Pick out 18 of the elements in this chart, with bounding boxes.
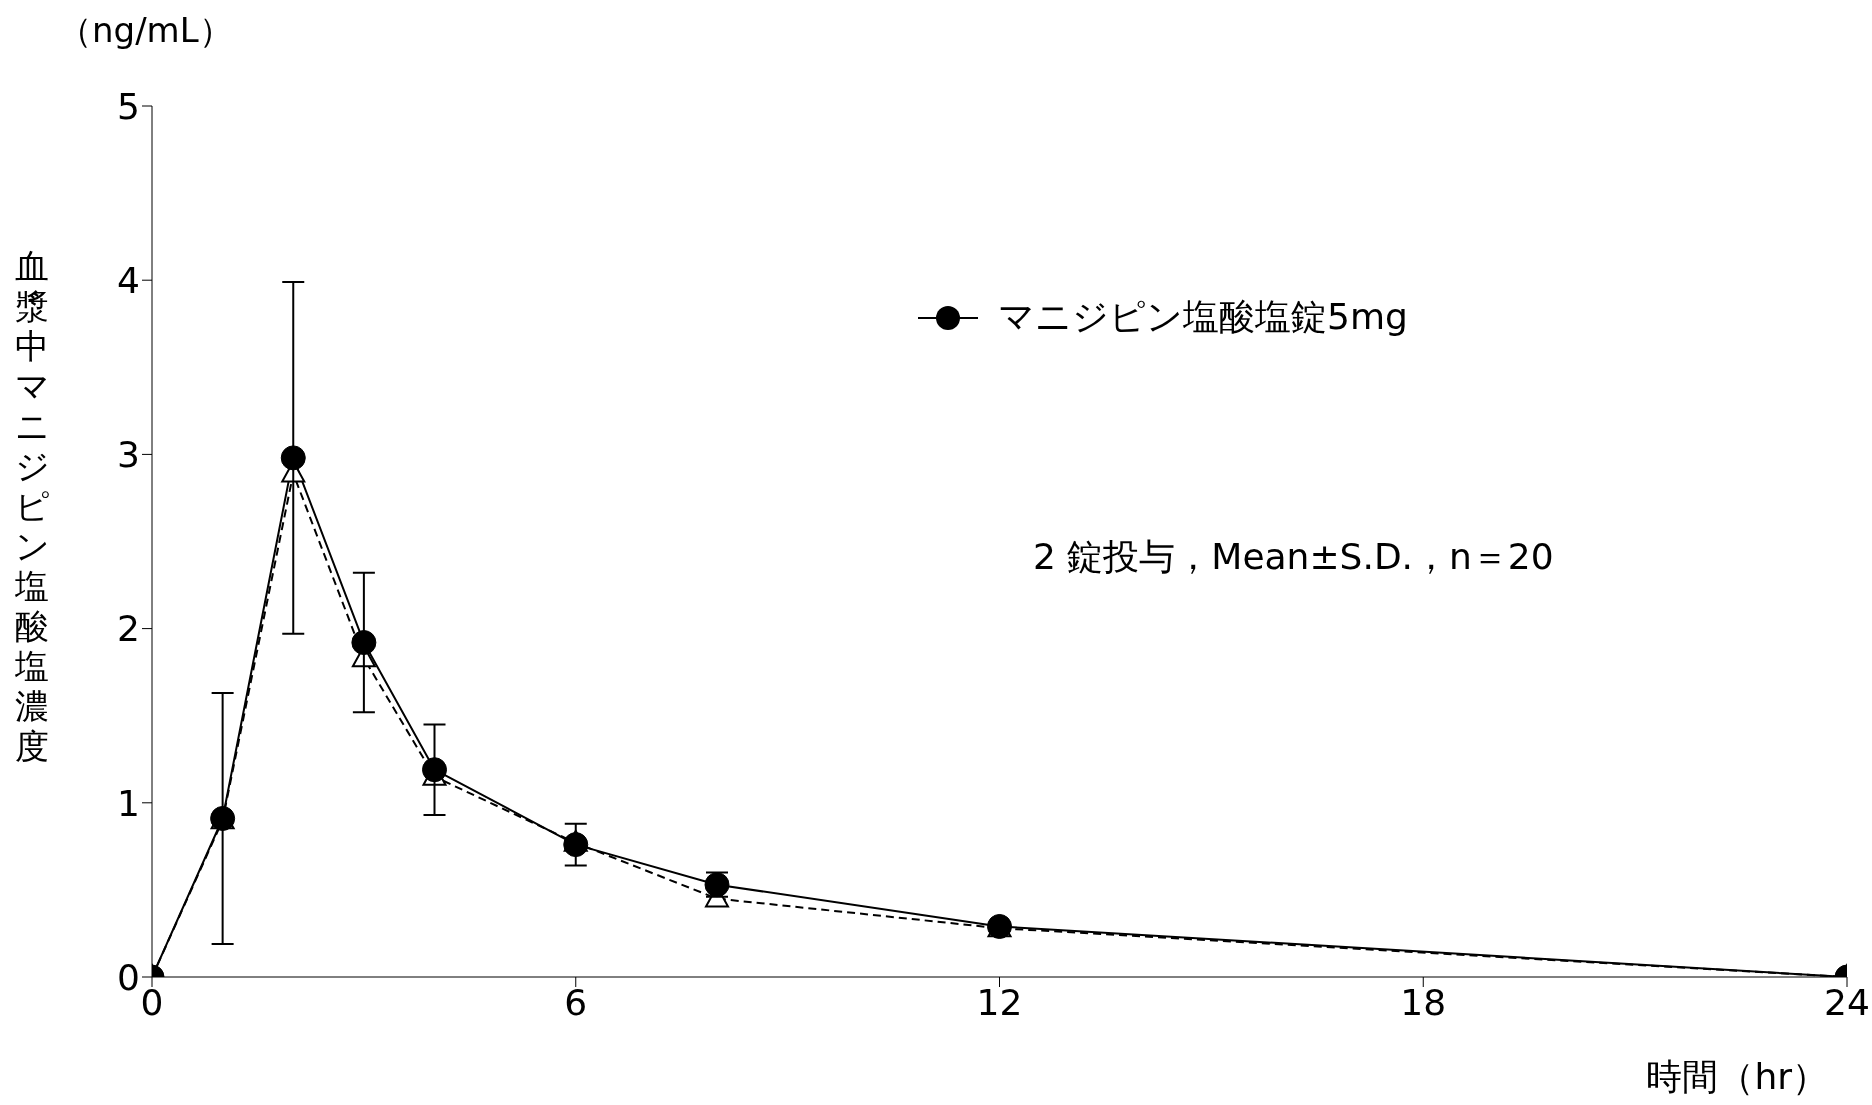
x-tick-label: 18 bbox=[1400, 981, 1447, 1023]
text: （ng/mL） bbox=[58, 9, 233, 52]
y-tick-label: 3 bbox=[117, 434, 140, 476]
point bbox=[280, 445, 306, 471]
text: 血漿中マニジピン塩酸塩濃度 bbox=[14, 246, 50, 766]
x-tick-label: 24 bbox=[1824, 981, 1870, 1023]
y-tick-label: 5 bbox=[117, 85, 140, 127]
point bbox=[563, 832, 589, 858]
legend-label: マニジピン塩酸塩錠5mg bbox=[998, 295, 1408, 339]
x-tick-label: 12 bbox=[976, 981, 1023, 1023]
annotation: 2 錠投与，Mean±S.D.，n＝20 bbox=[1033, 535, 1554, 579]
y-tick-label: 4 bbox=[117, 259, 140, 301]
x-axis-title: 時間（hr） bbox=[1646, 1055, 1828, 1099]
x-tick-label: 6 bbox=[564, 981, 588, 1023]
y-tick-label: 2 bbox=[117, 608, 140, 650]
point bbox=[351, 630, 377, 656]
point bbox=[422, 757, 447, 783]
y-tick-label: 1 bbox=[117, 782, 140, 824]
